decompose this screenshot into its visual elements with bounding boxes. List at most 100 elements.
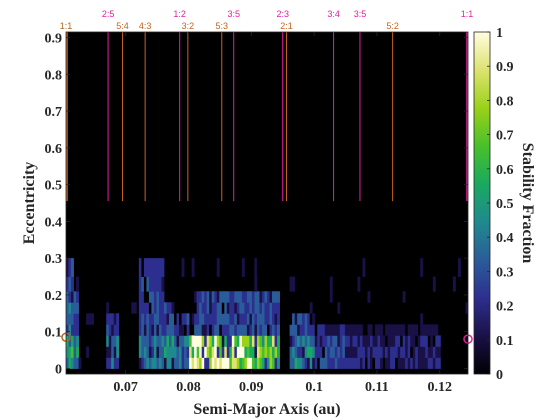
heatmap-cell: [156, 291, 160, 303]
heatmap-cell: [226, 357, 230, 369]
heatmap-cell: [234, 291, 238, 303]
heatmap-cell: [221, 291, 225, 303]
heatmap-cell: [161, 346, 165, 358]
heatmap-cell: [254, 357, 258, 369]
heatmap-cell: [68, 335, 72, 347]
heatmap-cell: [161, 313, 165, 325]
heatmap-cell: [307, 313, 311, 325]
heatmap-cell: [138, 302, 142, 314]
heatmap-cell: [71, 276, 74, 292]
heatmap-cell: [241, 313, 245, 325]
heatmap-cell: [332, 324, 336, 336]
colorbar-tick-label: 0.7: [496, 129, 514, 144]
heatmap-cell: [317, 324, 321, 336]
heatmap-cell: [224, 324, 228, 336]
heatmap-cell: [171, 346, 175, 358]
heatmap-cell: [299, 335, 303, 347]
heatmap-cell: [106, 313, 110, 325]
heatmap-cell: [184, 313, 187, 325]
heatmap-cell: [397, 324, 401, 336]
heatmap-cell: [400, 357, 404, 369]
heatmap-cell: [277, 291, 280, 303]
heatmap-cell: [405, 335, 409, 347]
heatmap-cell: [231, 291, 235, 303]
heatmap-cell: [312, 357, 316, 369]
heatmap-cell: [450, 276, 454, 292]
heatmap-cell: [244, 313, 248, 325]
heatmap-cell: [312, 335, 316, 347]
x-axis-label: Semi-Major Axis (au): [193, 401, 340, 418]
heatmap-cell: [68, 357, 72, 369]
heatmap-cell: [432, 324, 436, 336]
heatmap-cell: [194, 324, 198, 336]
heatmap-cell: [349, 346, 353, 358]
colorbar-tick-label: 0.4: [496, 231, 514, 246]
heatmap-cell: [347, 346, 351, 358]
heatmap-cell: [367, 324, 371, 336]
heatmap-cell: [184, 324, 187, 336]
heatmap-cell: [367, 346, 371, 358]
heatmap-cell: [432, 346, 436, 358]
heatmap-cell: [422, 324, 426, 336]
heatmap-cell: [181, 357, 185, 369]
heatmap-cell: [206, 346, 210, 358]
heatmap-cell: [241, 302, 245, 314]
heatmap-cell: [244, 291, 248, 303]
heatmap-cell: [231, 302, 235, 314]
heatmap-cell: [226, 291, 230, 303]
heatmap-cell: [274, 324, 278, 336]
heatmap-cell: [161, 335, 165, 347]
heatmap-cell: [244, 346, 248, 358]
heatmap-cell: [66, 276, 69, 292]
heatmap-cell: [148, 258, 152, 277]
heatmap-cell: [71, 291, 74, 303]
heatmap-cell: [141, 313, 145, 325]
heatmap-cell: [143, 291, 147, 303]
heatmap-cell: [407, 335, 411, 347]
heatmap-cell: [146, 357, 150, 369]
heatmap-cell: [327, 335, 331, 347]
heatmap-cell: [163, 335, 167, 347]
heatmap-cell: [364, 335, 368, 347]
heatmap-cell: [229, 335, 233, 347]
heatmap-cell: [108, 313, 112, 325]
heatmap-cell: [410, 357, 414, 369]
heatmap-cell: [204, 291, 208, 303]
heatmap-cell: [319, 335, 323, 347]
heatmap-cell: [201, 346, 205, 358]
heatmap-cell: [377, 335, 381, 347]
heatmap-cell: [322, 357, 326, 369]
heatmap-cell: [422, 346, 426, 358]
heatmap-cell: [415, 324, 419, 336]
heatmap-cell: [204, 346, 208, 358]
heatmap-cell: [357, 276, 361, 292]
heatmap-cell: [372, 357, 376, 369]
heatmap-cell: [329, 276, 333, 292]
heatmap-cell: [214, 357, 218, 369]
heatmap-cell: [153, 313, 157, 325]
heatmap-cell: [191, 346, 195, 358]
heatmap-cell: [251, 357, 255, 369]
heatmap-cell: [324, 346, 328, 358]
inner-resonance-label: 3:5: [354, 9, 367, 19]
heatmap-cell: [113, 324, 117, 336]
heatmap-cell: [116, 346, 120, 358]
inner-resonance-label: 2:5: [102, 9, 115, 19]
heatmap-cell: [138, 276, 142, 292]
heatmap-cell: [169, 302, 172, 314]
heatmap-cell: [254, 346, 258, 358]
heatmap-cell: [420, 357, 424, 369]
heatmap-cell: [73, 335, 77, 347]
heatmap-cell: [289, 313, 293, 325]
heatmap-cell: [375, 346, 378, 358]
heatmap-cell: [241, 346, 245, 358]
x-tick-label: 0.11: [365, 380, 389, 395]
heatmap-cell: [415, 346, 419, 358]
heatmap-cell: [292, 313, 296, 325]
heatmap-cell: [236, 324, 240, 336]
heatmap-cell: [66, 313, 69, 325]
heatmap-cell: [211, 313, 215, 325]
heatmap-cell: [216, 258, 220, 277]
heatmap-cell: [211, 346, 215, 358]
heatmap-cell: [116, 313, 120, 325]
